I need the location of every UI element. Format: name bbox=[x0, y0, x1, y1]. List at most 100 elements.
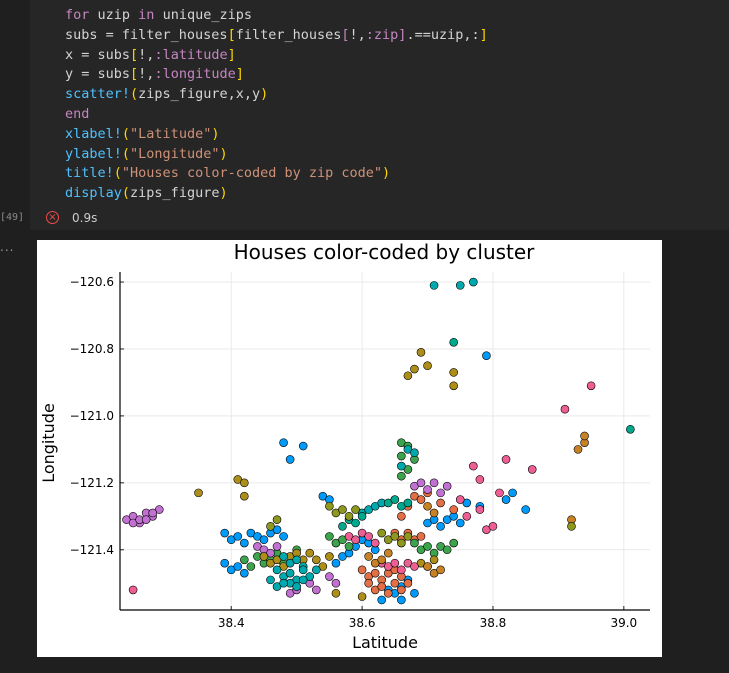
y-tick-label: −120.8 bbox=[70, 342, 114, 356]
code-token: "Latitude" bbox=[130, 125, 212, 142]
scatter-point bbox=[364, 532, 373, 541]
code-line: y = subs[!,:longitude] bbox=[65, 65, 244, 84]
code-token: ] bbox=[227, 46, 236, 63]
scatter-point bbox=[311, 565, 321, 575]
scatter-point bbox=[416, 348, 426, 357]
scatter-point bbox=[148, 508, 158, 518]
scatter-point bbox=[429, 508, 439, 518]
scatter-point bbox=[527, 465, 537, 474]
code-token: x = subs bbox=[65, 46, 131, 63]
code-line: end bbox=[65, 105, 89, 124]
scatter-point bbox=[416, 532, 426, 541]
scatter-point bbox=[449, 337, 459, 347]
code-token: zips_figure bbox=[130, 185, 220, 202]
x-tick-label: 38.8 bbox=[480, 616, 507, 630]
scatter-point bbox=[292, 582, 301, 591]
cell-gutter bbox=[0, 0, 30, 673]
scatter-point bbox=[298, 575, 308, 585]
scatter-point bbox=[259, 535, 269, 545]
scatter-point bbox=[141, 515, 151, 524]
scatter-point bbox=[344, 511, 354, 521]
error-status-icon: × bbox=[46, 211, 59, 224]
code-editor[interactable]: for uzip in unique_zips subs = filter_hou… bbox=[30, 0, 729, 230]
scatter-point bbox=[410, 562, 419, 571]
scatter-point bbox=[311, 585, 321, 595]
scatter-point bbox=[325, 572, 334, 581]
scatter-point bbox=[423, 485, 432, 494]
scatter-point bbox=[449, 368, 459, 377]
scatter-point bbox=[442, 545, 452, 555]
scatter-point bbox=[423, 562, 432, 571]
code-token: ylabel! bbox=[65, 145, 122, 162]
output-more-button[interactable]: ... bbox=[0, 240, 15, 254]
scatter-point bbox=[573, 445, 583, 454]
scatter-point bbox=[449, 381, 459, 391]
scatter-point bbox=[390, 578, 400, 588]
execution-count: [49] bbox=[0, 212, 25, 223]
scatter-point bbox=[397, 565, 406, 575]
scatter-point bbox=[331, 578, 341, 588]
code-token: [ bbox=[227, 26, 236, 43]
scatter-point bbox=[220, 558, 229, 568]
code-token: ) bbox=[219, 185, 228, 202]
code-token: ) bbox=[219, 145, 228, 162]
scatter-point bbox=[567, 522, 576, 531]
code-token: ( bbox=[121, 185, 131, 202]
code-token: subs = filter_houses bbox=[65, 26, 228, 43]
code-token: ) bbox=[211, 125, 220, 142]
scatter-point bbox=[449, 505, 459, 514]
code-token: in bbox=[138, 7, 155, 23]
y-axis-label: Longitude bbox=[39, 403, 58, 483]
scatter-point bbox=[501, 455, 511, 464]
code-line: x = subs[!,:latitude] bbox=[65, 46, 236, 65]
scatter-point bbox=[410, 364, 419, 374]
scatter-point bbox=[397, 451, 406, 461]
code-token: ( bbox=[113, 165, 122, 182]
code-token: [ bbox=[130, 46, 139, 63]
code-token: "Longitude" bbox=[130, 145, 220, 162]
code-token: ( bbox=[121, 125, 131, 142]
scatter-point bbox=[279, 532, 288, 541]
scatter-point bbox=[377, 582, 387, 591]
code-token: !, bbox=[349, 26, 366, 43]
scatter-point bbox=[397, 538, 406, 548]
code-token: [ bbox=[341, 26, 350, 43]
code-token: :zip bbox=[365, 26, 399, 43]
scatter-point bbox=[279, 578, 288, 588]
code-line: title!("Houses color-coded by zip code") bbox=[65, 164, 390, 183]
x-tick-label: 39.0 bbox=[610, 616, 637, 630]
code-token: filter_houses bbox=[235, 26, 342, 43]
y-tick-label: −120.6 bbox=[70, 275, 114, 289]
scatter-point bbox=[311, 555, 321, 565]
execution-time: 0.9s bbox=[72, 211, 98, 225]
scatter-point bbox=[488, 522, 498, 531]
scatter-point bbox=[482, 351, 491, 360]
scatter-point bbox=[429, 478, 439, 488]
scatter-point bbox=[475, 475, 485, 484]
scatter-point bbox=[344, 542, 354, 551]
scatter-point bbox=[508, 488, 517, 498]
code-token: ] bbox=[479, 26, 488, 43]
scatter-point bbox=[397, 511, 406, 521]
scatter-point bbox=[272, 542, 282, 551]
scatter-point bbox=[397, 471, 406, 481]
scatter-point bbox=[410, 448, 419, 458]
code-token: "Houses color-coded by zip code" bbox=[121, 165, 383, 182]
scatter-point bbox=[423, 361, 432, 371]
code-token: :latitude bbox=[154, 46, 228, 63]
plot-output: Houses color-coded by cluster Latitude L… bbox=[37, 240, 662, 657]
scatter-point bbox=[357, 592, 367, 601]
scatter-point bbox=[455, 518, 465, 528]
scatter-point bbox=[455, 281, 465, 290]
scatter-point bbox=[259, 552, 269, 561]
scatter-point bbox=[403, 498, 413, 508]
code-line: display(zips_figure) bbox=[65, 184, 228, 203]
scatter-point bbox=[240, 568, 249, 578]
scatter-point bbox=[397, 595, 406, 605]
scatter-point bbox=[240, 555, 249, 565]
scatter-point bbox=[429, 281, 439, 290]
scatter-point bbox=[338, 505, 347, 514]
scatter-point bbox=[586, 381, 596, 391]
code-token: unique_zips bbox=[154, 7, 252, 23]
scatter-point bbox=[475, 505, 485, 514]
